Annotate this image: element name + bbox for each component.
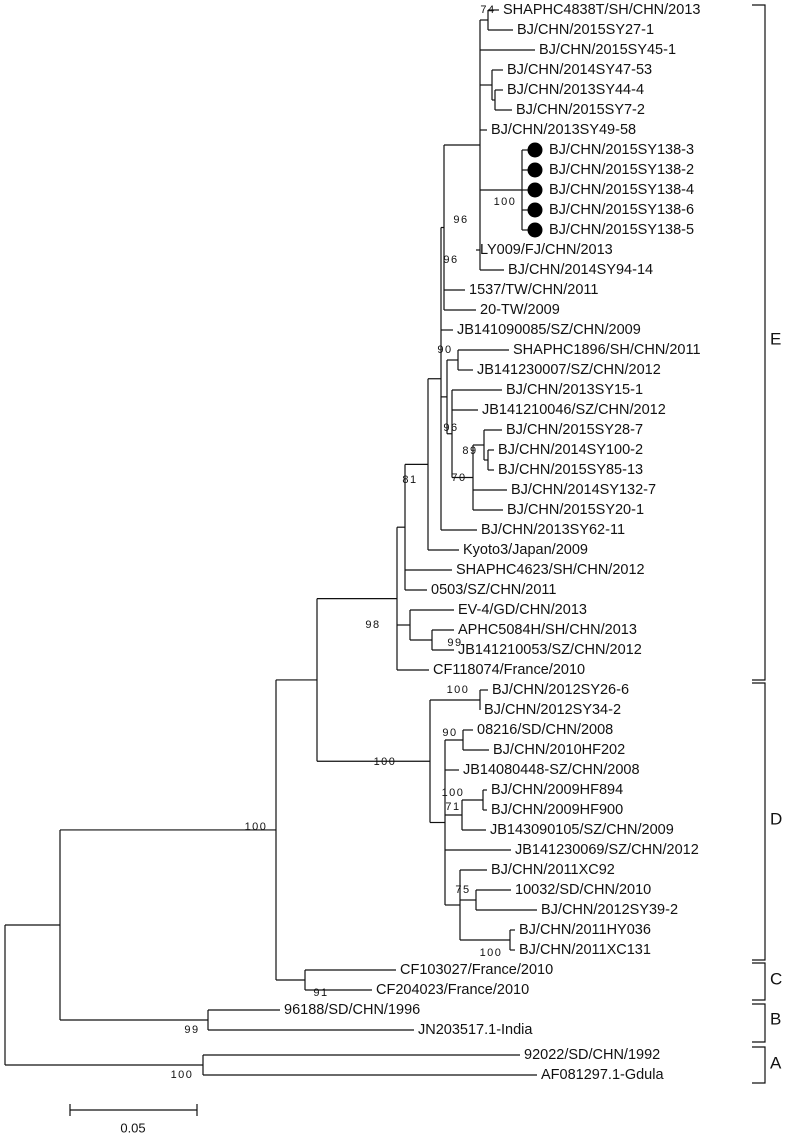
leaf-label: BJ/CHN/2013SY44-4 — [507, 82, 644, 98]
clade-label: A — [770, 1053, 782, 1072]
leaf-label: BJ/CHN/2014SY94-14 — [508, 262, 653, 278]
leaf-label: APHC5084H/SH/CHN/2013 — [458, 622, 637, 638]
clade-bracket — [752, 1046, 766, 1084]
leaf-label: BJ/CHN/2015SY28-7 — [506, 422, 643, 438]
bootstrap-value: 81 — [402, 474, 417, 486]
clade-bracket — [752, 962, 766, 1001]
bootstrap-value: 91 — [313, 987, 328, 999]
leaf-label: 10032/SD/CHN/2010 — [515, 882, 651, 898]
clade-label: C — [770, 969, 782, 988]
bootstrap-value: 90 — [437, 344, 452, 356]
leaf-label: BJ/CHN/2012SY26-6 — [492, 682, 629, 698]
leaf-label: JB14080448-SZ/CHN/2008 — [463, 762, 640, 778]
leaf-label: BJ/CHN/2015SY138-2 — [549, 162, 694, 178]
bootstrap-value: 100 — [171, 1069, 194, 1081]
bootstrap-value: 74 — [480, 4, 495, 16]
leaf-label: SHAPHC4623/SH/CHN/2012 — [456, 562, 645, 578]
leaf-label: 08216/SD/CHN/2008 — [477, 722, 613, 738]
leaf-label: BJ/CHN/2015SY7-2 — [516, 102, 645, 118]
bootstrap-value: 96 — [443, 422, 458, 434]
bootstrap-value: 100 — [442, 787, 465, 799]
bootstrap-value: 100 — [494, 196, 517, 208]
leaf-label: AF081297.1-Gdula — [541, 1067, 664, 1083]
leaf-label: BJ/CHN/2013SY15-1 — [506, 382, 643, 398]
leaf-label: BJ/CHN/2012SY39-2 — [541, 902, 678, 918]
bootstrap-value: 98 — [365, 619, 380, 631]
marker-dot — [527, 142, 543, 158]
leaf-label: SHAPHC1896/SH/CHN/2011 — [513, 342, 701, 358]
leaf-label: BJ/CHN/2011XC131 — [519, 942, 651, 958]
leaf-label: BJ/CHN/2015SY45-1 — [539, 42, 676, 58]
leaf-label: LY009/FJ/CHN/2013 — [480, 242, 613, 258]
bootstrap-value: 96 — [443, 254, 458, 266]
bootstrap-value: 100 — [480, 947, 503, 959]
leaf-label: BJ/CHN/2015SY138-3 — [549, 142, 694, 158]
leaf-label: BJ/CHN/2010HF202 — [493, 742, 625, 758]
leaf-label: BJ/CHN/2015SY138-6 — [549, 202, 694, 218]
leaf-label: CF118074/France/2010 — [433, 662, 585, 678]
leaf-label: 92022/SD/CHN/1992 — [524, 1047, 660, 1063]
leaf-label: JB141230007/SZ/CHN/2012 — [477, 362, 661, 378]
leaf-label: BJ/CHN/2014SY100-2 — [498, 442, 643, 458]
bootstrap-value: 71 — [445, 801, 460, 813]
leaf-label: JB141210053/SZ/CHN/2012 — [458, 642, 642, 658]
leaf-label: BJ/CHN/2015SY27-1 — [517, 22, 654, 38]
leaf-label: 1537/TW/CHN/2011 — [469, 282, 598, 298]
leaf-label: JB143090105/SZ/CHN/2009 — [490, 822, 674, 838]
leaf-label: BJ/CHN/2013SY62-11 — [481, 522, 625, 538]
leaf-label: BJ/CHN/2015SY85-13 — [498, 462, 643, 478]
leaf-label: BJ/CHN/2014SY132-7 — [511, 482, 656, 498]
bootstrap-value: 99 — [184, 1024, 199, 1036]
bootstrap-value: 90 — [442, 727, 457, 739]
bootstrap-value: 100 — [447, 684, 470, 696]
leaf-label: BJ/CHN/2012SY34-2 — [484, 702, 621, 718]
bootstrap-value: 89 — [462, 445, 477, 457]
bootstrap-value: 100 — [245, 821, 268, 833]
leaf-label: BJ/CHN/2015SY20-1 — [507, 502, 644, 518]
leaf-label: JB141230069/SZ/CHN/2012 — [515, 842, 699, 858]
marker-dot — [527, 202, 543, 218]
leaf-label: 0503/SZ/CHN/2011 — [431, 582, 556, 598]
leaf-label: BJ/CHN/2009HF900 — [491, 802, 623, 818]
clade-label: E — [770, 329, 781, 348]
bootstrap-value: 96 — [453, 214, 468, 226]
clade-bracket — [752, 4, 766, 681]
leaf-label: CF103027/France/2010 — [400, 962, 553, 978]
bootstrap-value: 100 — [374, 756, 397, 768]
bootstrap-value: 99 — [447, 637, 462, 649]
marker-dot — [527, 162, 543, 178]
leaf-label: BJ/CHN/2014SY47-53 — [507, 62, 652, 78]
leaf-label: 96188/SD/CHN/1996 — [284, 1002, 420, 1018]
leaf-label: EV-4/GD/CHN/2013 — [458, 602, 587, 618]
clade-label: D — [770, 809, 782, 828]
scale-label: 0.05 — [120, 1120, 145, 1134]
leaf-label: SHAPHC4838T/SH/CHN/2013 — [503, 2, 700, 18]
marker-dot — [527, 182, 543, 198]
leaf-label: JB141090085/SZ/CHN/2009 — [457, 322, 641, 338]
leaf-label: 20-TW/2009 — [480, 302, 560, 318]
leaf-label: BJ/CHN/2015SY138-4 — [549, 182, 694, 198]
leaf-label: BJ/CHN/2009HF894 — [491, 782, 623, 798]
marker-dot — [527, 222, 543, 238]
leaf-label: Kyoto3/Japan/2009 — [463, 542, 588, 558]
bootstrap-value: 70 — [451, 472, 466, 484]
leaf-label: JN203517.1-India — [418, 1022, 533, 1038]
leaf-label: BJ/CHN/2011HY036 — [519, 922, 651, 938]
clade-bracket — [752, 1003, 766, 1043]
leaf-label: BJ/CHN/2011XC92 — [491, 862, 615, 878]
scale-bar: 0.05 — [69, 1104, 198, 1135]
leaf-label: BJ/CHN/2015SY138-5 — [549, 222, 694, 238]
leaf-label: JB141210046/SZ/CHN/2012 — [482, 402, 666, 418]
leaf-label: CF204023/France/2010 — [376, 982, 529, 998]
bootstrap-value: 75 — [455, 884, 470, 896]
leaf-label: BJ/CHN/2013SY49-58 — [491, 122, 636, 138]
clade-label: B — [770, 1009, 781, 1028]
clade-bracket — [752, 682, 766, 961]
